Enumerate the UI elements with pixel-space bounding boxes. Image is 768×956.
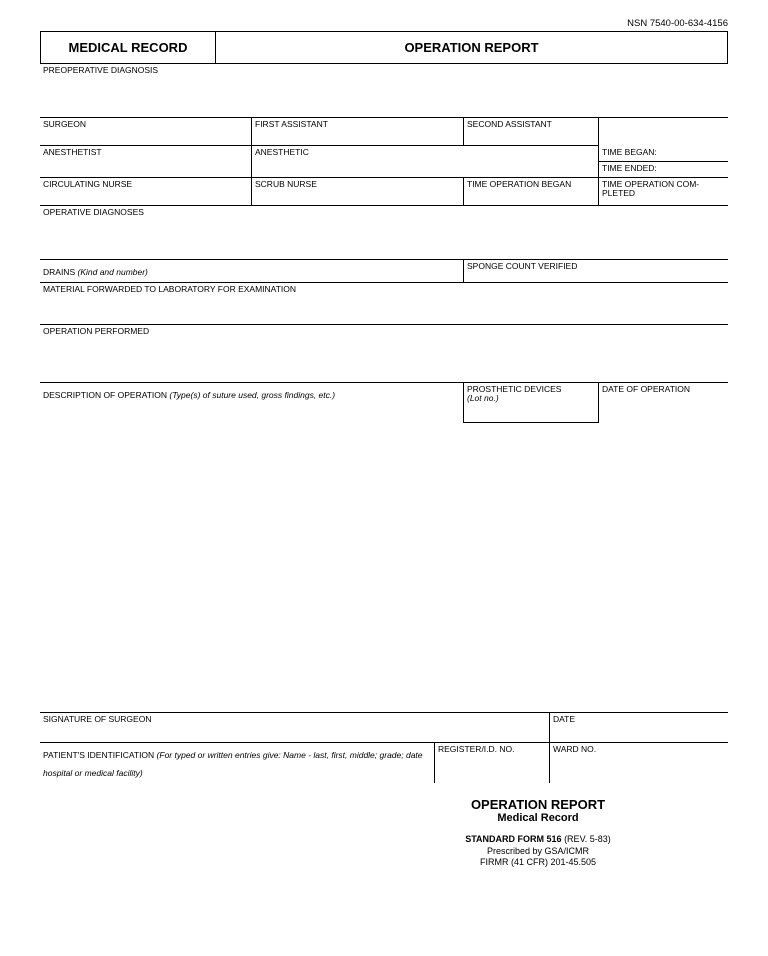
label-register: REGISTER/I.D. NO. <box>438 745 546 754</box>
label-date: DATE <box>553 715 725 724</box>
label-date-op: DATE OF OPERATION <box>602 385 725 394</box>
label-op-diagnoses: OPERATIVE DIAGNOSES <box>43 208 725 217</box>
label-patient-id: PATIENT'S IDENTIFICATION <box>43 750 154 760</box>
row-signature: SIGNATURE OF SURGEON DATE <box>40 713 728 743</box>
label-anesthetic: ANESTHETIC <box>255 148 595 157</box>
row-drains: DRAINS (Kind and number) SPONGE COUNT VE… <box>40 260 728 283</box>
label-sponge-count: SPONGE COUNT VERIFIED <box>467 262 725 271</box>
label-first-assist: FIRST ASSISTANT <box>255 120 460 129</box>
footer-form-rev: (REV. 5-83) <box>562 834 611 844</box>
row-op-diagnoses: OPERATIVE DIAGNOSES <box>40 206 728 260</box>
nsn-number: NSN 7540-00-634-4156 <box>40 18 728 29</box>
label-time-op-began: TIME OPERATION BEGAN <box>467 180 595 189</box>
row-op-performed: OPERATION PERFORMED <box>40 325 728 383</box>
footer-block: OPERATION REPORT Medical Record STANDARD… <box>40 797 728 869</box>
label-prosthetic-hint: (Lot no.) <box>467 394 595 403</box>
footer-form-bold: STANDARD FORM 516 <box>465 834 561 844</box>
label-time-ended: TIME ENDED: <box>602 164 725 173</box>
row-description: DESCRIPTION OF OPERATION (Type(s) of sut… <box>40 383 728 423</box>
form-page: NSN 7540-00-634-4156 MEDICAL RECORD OPER… <box>0 0 768 899</box>
footer-form: STANDARD FORM 516 (REV. 5-83) <box>418 834 658 846</box>
header-right: OPERATION REPORT <box>216 32 727 63</box>
label-drains: DRAINS <box>43 267 75 277</box>
footer-prescribed: Prescribed by GSA/ICMR <box>418 846 658 858</box>
label-circ-nurse: CIRCULATING NURSE <box>43 180 248 189</box>
label-ward: WARD NO. <box>553 745 725 754</box>
label-preop-diag: PREOPERATIVE DIAGNOSIS <box>43 66 725 75</box>
form-header: MEDICAL RECORD OPERATION REPORT <box>40 31 728 64</box>
footer-title: OPERATION REPORT <box>418 797 658 812</box>
row-surgeon: SURGEON FIRST ASSISTANT SECOND ASSISTANT <box>40 118 728 146</box>
label-drains-hint: (Kind and number) <box>75 267 148 277</box>
label-time-began: TIME BEGAN: <box>602 148 725 157</box>
row-material-fwd: MATERIAL FORWARDED TO LABORATORY FOR EXA… <box>40 283 728 325</box>
header-left: MEDICAL RECORD <box>41 32 216 63</box>
row-patient-id: PATIENT'S IDENTIFICATION (For typed or w… <box>40 743 728 783</box>
row-anesthetist: ANESTHETIST ANESTHETIC TIME BEGAN: TIME … <box>40 146 728 178</box>
label-sig-surgeon: SIGNATURE OF SURGEON <box>43 715 546 724</box>
label-surgeon: SURGEON <box>43 120 248 129</box>
label-desc-op: DESCRIPTION OF OPERATION <box>43 390 167 400</box>
row-nurses: CIRCULATING NURSE SCRUB NURSE TIME OPERA… <box>40 178 728 206</box>
row-description-body <box>40 423 728 713</box>
row-preop: PREOPERATIVE DIAGNOSIS <box>40 64 728 118</box>
label-op-performed: OPERATION PERFORMED <box>43 327 725 336</box>
footer-firmr: FIRMR (41 CFR) 201-45.505 <box>418 857 658 869</box>
label-anesthetist: ANESTHETIST <box>43 148 248 157</box>
label-desc-op-hint: (Type(s) of suture used, gross findings,… <box>167 390 335 400</box>
label-second-assist: SECOND ASSISTANT <box>467 120 595 129</box>
label-scrub-nurse: SCRUB NURSE <box>255 180 460 189</box>
label-material-fwd: MATERIAL FORWARDED TO LABORATORY FOR EXA… <box>43 285 725 294</box>
footer-subtitle: Medical Record <box>418 812 658 824</box>
label-time-op-compl: TIME OPERATION COM-PLETED <box>602 180 725 199</box>
